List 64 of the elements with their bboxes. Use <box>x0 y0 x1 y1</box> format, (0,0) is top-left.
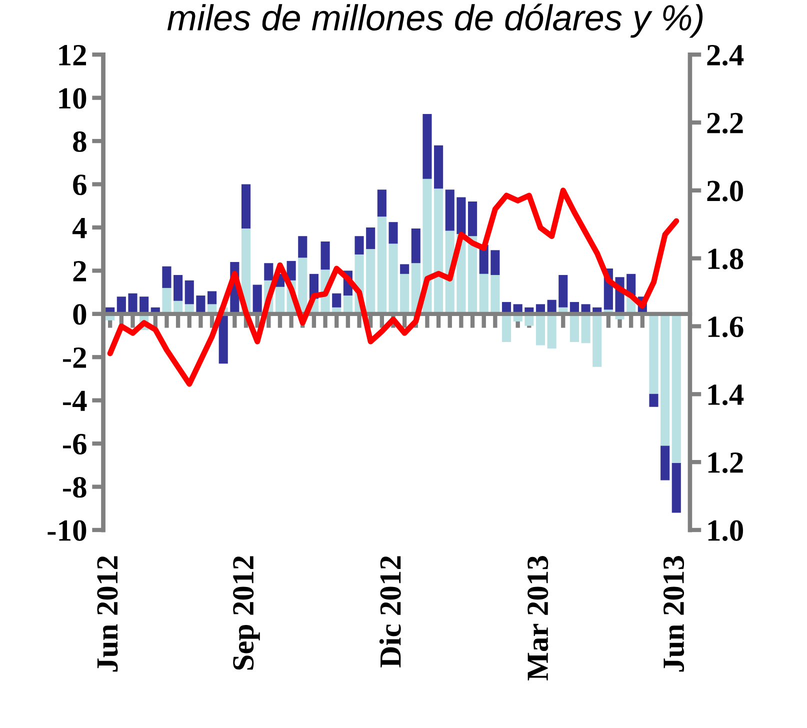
y-tick-label: -6 <box>62 434 86 454</box>
y-tick-label: -4 <box>62 390 87 411</box>
bar <box>162 266 172 288</box>
y-tick-label: 6 <box>73 174 86 196</box>
bar <box>400 274 410 314</box>
bar <box>411 228 420 264</box>
bar <box>184 280 194 304</box>
y2-tick-label: 1.0 <box>708 520 743 542</box>
y-tick-label: 8 <box>73 131 86 152</box>
y-tick-label: 2 <box>73 261 86 282</box>
bar <box>649 394 658 407</box>
y-tick-label: -10 <box>48 520 86 541</box>
bar <box>320 242 330 270</box>
y2-tick-label: 1.6 <box>708 316 744 338</box>
bar <box>445 190 454 231</box>
y-tick-label: 4 <box>72 218 87 238</box>
x-tick-label: Mar 2013 <box>528 556 548 680</box>
bar <box>207 291 217 304</box>
y-tick-label: 10 <box>59 88 86 109</box>
bar <box>354 236 364 254</box>
y-tick-label: 0 <box>73 304 86 325</box>
bar <box>490 250 500 276</box>
y2-tick-label: 2.0 <box>707 180 743 202</box>
bar <box>660 446 670 480</box>
x-tick-label: Jun 2013 <box>663 556 684 672</box>
bar <box>490 275 500 314</box>
bar <box>434 188 444 314</box>
chart-title: miles de millones de dólares y %) <box>167 4 703 38</box>
y-tick-label: -8 <box>62 477 86 498</box>
y-tick-label: -2 <box>62 347 86 368</box>
bar <box>377 190 386 217</box>
y-tick-label: 12 <box>59 44 86 66</box>
y2-tick-label: 2.2 <box>707 112 743 134</box>
bar <box>672 463 681 513</box>
bar <box>332 293 342 308</box>
bar <box>400 264 410 274</box>
bar <box>298 236 308 258</box>
bar <box>275 286 285 314</box>
bar <box>468 202 478 236</box>
bar <box>174 275 183 301</box>
x-tick-label: Dic 2012 <box>379 556 401 668</box>
bar <box>286 260 296 280</box>
y2-tick-label: 1.4 <box>708 384 744 406</box>
bar <box>422 114 432 179</box>
bar <box>558 275 568 308</box>
y2-tick-label: 2.4 <box>707 44 744 66</box>
bar <box>377 216 386 314</box>
bar <box>241 184 251 229</box>
bar <box>388 244 398 314</box>
x-tick-label: Jun 2012 <box>97 556 118 672</box>
bar <box>388 222 398 244</box>
bar <box>298 258 308 314</box>
bar <box>252 284 262 314</box>
bar <box>366 227 376 250</box>
bar <box>366 249 376 314</box>
y2-tick-label: 1.8 <box>708 248 744 270</box>
bar <box>128 293 138 314</box>
bar <box>479 274 488 314</box>
bar <box>456 197 466 234</box>
bar <box>264 263 274 280</box>
bar <box>162 288 172 314</box>
x-tick-label: Sep 2012 <box>233 556 260 670</box>
bar <box>434 145 444 189</box>
y2-tick-label: 1.2 <box>708 452 743 474</box>
